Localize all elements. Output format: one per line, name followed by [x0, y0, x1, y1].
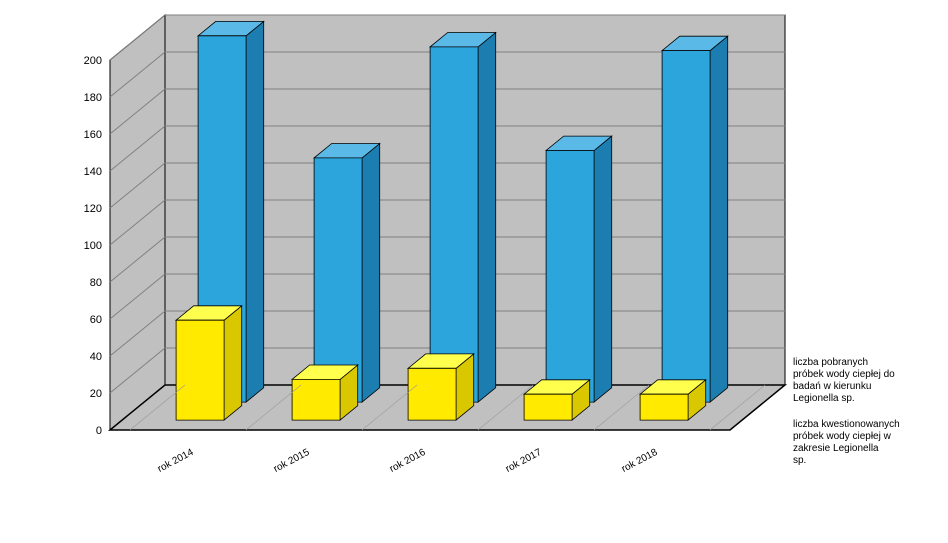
svg-text:160: 160 [84, 129, 102, 141]
bar-chart-3d: 0 20 40 60 80 100 120 140 160 180 200 rok 2014 rok 2… [0, 0, 948, 543]
category-label: rok 2015 [272, 447, 312, 475]
svg-text:100: 100 [84, 240, 102, 252]
svg-text:60: 60 [90, 314, 102, 326]
category-label: rok 2018 [620, 447, 660, 475]
legend-entry-collected: liczba pobranychpróbek wody ciepłej doba… [793, 357, 895, 404]
svg-text:sp.: sp. [793, 455, 806, 466]
svg-text:próbek wody ciepłej do: próbek wody ciepłej do [793, 369, 895, 380]
svg-text:80: 80 [90, 277, 102, 289]
svg-text:40: 40 [90, 351, 102, 363]
svg-text:badań w kierunku: badań w kierunku [793, 381, 871, 392]
svg-text:20: 20 [90, 388, 102, 400]
svg-text:140: 140 [84, 166, 102, 178]
svg-text:próbek wody ciepłej w: próbek wody ciepłej w [793, 431, 892, 442]
svg-text:120: 120 [84, 203, 102, 215]
category-label: rok 2014 [156, 447, 196, 475]
category-label: rok 2017 [504, 447, 544, 475]
chart-container: 0 20 40 60 80 100 120 140 160 180 200 rok 2014 rok 2… [0, 0, 948, 543]
svg-text:zakresie Legionella: zakresie Legionella [793, 443, 879, 454]
svg-text:200: 200 [84, 55, 102, 67]
category-label: rok 2016 [388, 447, 428, 475]
svg-text:Legionella sp.: Legionella sp. [793, 393, 855, 404]
svg-text:liczba kwestionowanych: liczba kwestionowanych [793, 419, 900, 430]
svg-text:liczba pobranych: liczba pobranych [793, 357, 868, 368]
legend-entry-questioned: liczba kwestionowanychpróbek wody ciepłe… [793, 419, 900, 466]
svg-text:0: 0 [96, 425, 102, 437]
svg-text:180: 180 [84, 92, 102, 104]
